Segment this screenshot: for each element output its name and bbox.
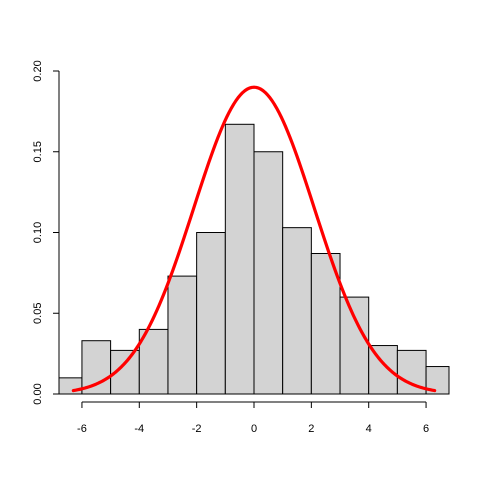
- histogram-bar-4: [167, 275, 198, 395]
- x-tick-label: 4: [366, 423, 372, 435]
- y-tick-label: 0.15: [32, 141, 44, 162]
- histogram-bar-10: [339, 296, 370, 395]
- y-tick-label: 0.00: [32, 383, 44, 404]
- y-tick-label: 0.10: [32, 222, 44, 243]
- y-tick-label: 0.05: [32, 303, 44, 324]
- x-axis: -6 -4 -2 0 2 4 6: [77, 401, 429, 435]
- histogram-bar-13: [425, 366, 450, 395]
- histogram-bar-3: [138, 328, 169, 395]
- x-tick-label: 6: [423, 423, 429, 435]
- histogram-bar-7: [253, 151, 284, 395]
- y-axis: 0.00 0.05 0.10 0.15 0.20: [32, 60, 60, 405]
- histogram-bar-6: [224, 123, 255, 395]
- x-tick-label: 0: [251, 423, 257, 435]
- x-tick-label: 2: [308, 423, 314, 435]
- histogram-bar-8: [282, 227, 312, 395]
- x-tick-label: -6: [77, 423, 87, 435]
- x-tick-label: -2: [192, 423, 202, 435]
- histogram-bars: [58, 123, 450, 395]
- density-curve: [71, 85, 437, 393]
- x-tick-label: -4: [134, 423, 144, 435]
- histogram-bar-0: [58, 377, 83, 395]
- histogram-bar-5: [196, 232, 226, 395]
- y-tick-label: 0.20: [32, 60, 44, 81]
